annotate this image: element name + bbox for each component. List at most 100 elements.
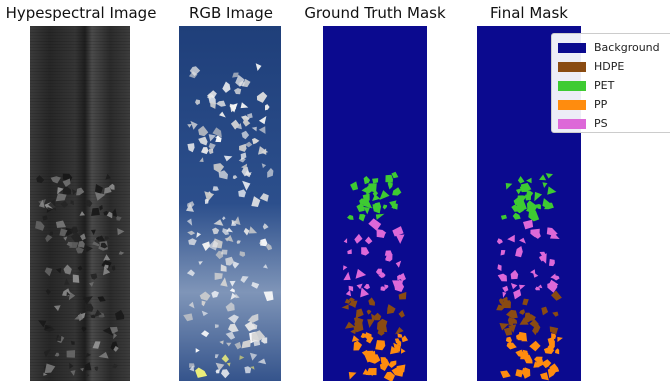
hyperspectral-stripe-69 — [30, 95, 130, 96]
gt-flakes-flake-26 — [361, 247, 370, 256]
rgb-flake-66 — [251, 281, 260, 289]
gt-flakes-flake-75 — [367, 319, 375, 328]
gt-flakes-flake-97 — [348, 372, 357, 380]
hyperspectral-flake-104 — [38, 199, 45, 208]
rgb-flake-71 — [239, 355, 245, 360]
hyperspectral-stripe-327 — [30, 353, 130, 354]
fm-flakes-flake-27 — [546, 227, 558, 236]
hyperspectral-stripe-60 — [30, 86, 130, 87]
fm-flakes-flake-39 — [523, 219, 534, 230]
rgb-flake-29 — [195, 348, 200, 353]
hyperspectral-stripe-267 — [30, 293, 130, 294]
hyperspectral-flake-64 — [69, 226, 78, 234]
hyperspectral-stripe-84 — [30, 110, 130, 111]
rgb-flake-67 — [189, 365, 195, 372]
hyperspectral-flake-63 — [74, 313, 83, 320]
gt-flakes-flake-15 — [372, 190, 379, 197]
fm-flakes-flake-59 — [552, 311, 559, 317]
legend-swatch-ps — [558, 118, 586, 129]
hyperspectral-stripe-81 — [30, 107, 130, 108]
rgb-flake-87 — [251, 330, 266, 342]
rgb-flake-84 — [212, 127, 222, 138]
rgb-flake-70 — [198, 261, 203, 266]
gt-flakes-flake-102 — [375, 340, 386, 351]
rgb-flake-141 — [241, 163, 248, 170]
fm-flakes-flake-47 — [537, 284, 543, 289]
fm-flakes-flake-26 — [515, 246, 523, 258]
hyperspectral-stripe-42 — [30, 68, 130, 69]
gt-flakes-flake-28 — [347, 249, 352, 255]
gt-flakes-flake-87 — [388, 360, 397, 368]
fm-flakes-flake-91 — [547, 366, 557, 378]
fm-flakes-flake-99 — [521, 367, 530, 377]
rgb-flake-57 — [199, 291, 211, 301]
hyperspectral-stripe-348 — [30, 374, 130, 375]
hyperspectral-stripe-237 — [30, 263, 130, 264]
fm-flakes-flake-60 — [522, 298, 529, 306]
legend-swatch-pet — [558, 80, 586, 91]
rgb-flake-109 — [244, 172, 252, 178]
hyperspectral-flake-0 — [70, 232, 82, 243]
hyperspectral-stripe-90 — [30, 116, 130, 117]
gt-flakes-flake-37 — [356, 283, 363, 290]
rgb-flake-20 — [236, 123, 242, 130]
rgb-flake-76 — [220, 277, 228, 287]
rgb-flake-142 — [247, 113, 253, 119]
hyperspectral-stripe-9 — [30, 35, 130, 36]
hyperspectral-stripe-300 — [30, 326, 130, 327]
hyperspectral-stripe-183 — [30, 209, 130, 210]
hyperspectral-stripe-345 — [30, 371, 130, 372]
rgb-flake-105 — [214, 272, 223, 280]
gt-flakes-flake-47 — [384, 284, 389, 289]
fm-flakes-flake-19 — [515, 187, 523, 195]
hyperspectral-stripe-315 — [30, 341, 130, 342]
hyperspectral-stripe-231 — [30, 257, 130, 258]
fm-flakes-flake-72 — [532, 329, 539, 336]
hyperspectral-flakes — [35, 173, 125, 377]
rgb-flake-86 — [221, 369, 230, 379]
hyperspectral-flake-30 — [90, 273, 98, 280]
fm-flakes-flake-37 — [510, 283, 518, 290]
hyperspectral-flake-68 — [43, 372, 48, 376]
rgb-flake-46 — [260, 238, 268, 247]
rgb-flake-55 — [262, 223, 269, 230]
hyperspectral-stripe-108 — [30, 134, 130, 135]
gt-flakes-flake-74 — [355, 308, 364, 319]
hyperspectral-stripe-96 — [30, 122, 130, 123]
hyperspectral-flake-78 — [46, 207, 54, 213]
fm-flakes-flake-21 — [512, 212, 521, 220]
hyperspectral-stripe-150 — [30, 176, 130, 177]
hyperspectral-background — [30, 26, 130, 381]
hyperspectral-flake-22 — [66, 350, 76, 358]
hyperspectral-flake-94 — [85, 199, 93, 208]
rgb-flake-11 — [226, 342, 232, 347]
rgb-flake-62 — [229, 280, 236, 287]
rgb-flake-124 — [239, 251, 246, 257]
rgb-flake-99 — [201, 300, 206, 307]
fm-flakes-flake-18 — [526, 177, 532, 184]
legend-item-hdpe: HDPE — [558, 57, 668, 76]
fm-flakes-flake-48 — [548, 279, 559, 291]
hyperspectral-stripe-51 — [30, 77, 130, 78]
hyperspectral-stripe-330 — [30, 356, 130, 357]
hyperspectral-flake-96 — [60, 200, 69, 208]
hyperspectral-stripe-246 — [30, 272, 130, 273]
hyperspectral-stripe-306 — [30, 332, 130, 333]
hyperspectral-flake-47 — [90, 314, 96, 319]
hyperspectral-flake-1 — [45, 234, 53, 243]
fm-flakes-flake-41 — [550, 231, 560, 239]
rgb-flake-7 — [225, 331, 236, 340]
hyperspectral-stripe-48 — [30, 74, 130, 75]
hyperspectral-stripe-120 — [30, 146, 130, 147]
fm-flakes-flake-12 — [520, 182, 532, 193]
hyperspectral-title: Hypespectral Image — [5, 4, 157, 22]
gt-flakes-flake-24 — [392, 187, 402, 196]
legend-item-pet: PET — [558, 76, 668, 95]
fm-flakes-flake-35 — [497, 264, 502, 271]
rgb-flake-61 — [242, 78, 251, 88]
hyperspectral-flake-65 — [103, 266, 111, 276]
hyperspectral-flake-56 — [50, 176, 61, 184]
hyperspectral-stripe-132 — [30, 158, 130, 159]
hyperspectral-flake-21 — [104, 186, 112, 194]
gt-flakes-flake-105 — [397, 333, 403, 338]
